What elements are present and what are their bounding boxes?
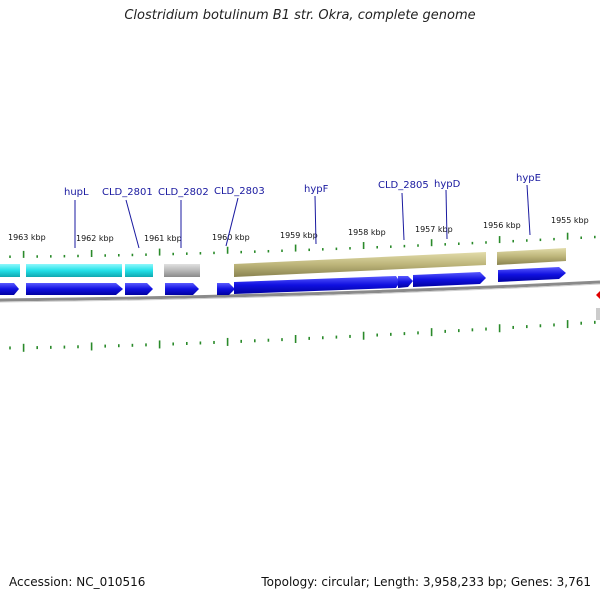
- accession-text: Accession: NC_010516: [9, 575, 146, 589]
- label-line: [401, 192, 405, 241]
- gene-label-hupl: hupL: [64, 187, 89, 198]
- gene-arrow-cld-2803[interactable]: [217, 283, 235, 295]
- label-line: [445, 189, 448, 240]
- kbp-label: 1959 kbp: [280, 231, 318, 240]
- red-marker[interactable]: [596, 288, 600, 302]
- scale-ticks-lower: [9, 320, 596, 352]
- gene-arrow-cld-2805[interactable]: [398, 276, 413, 288]
- gene-labels: hupL CLD_2801 CLD_2802 CLD_2803 hypF CLD…: [64, 173, 541, 198]
- genome-summary-text: Topology: circular; Length: 3,958,233 bp…: [261, 575, 591, 589]
- gene-arrow-hypd[interactable]: [413, 272, 486, 287]
- gene-label-hypf: hypF: [304, 184, 329, 195]
- gene-label-cld-2801: CLD_2801: [102, 187, 153, 198]
- gene-track: [0, 267, 566, 295]
- gray-marker: [596, 308, 600, 320]
- gene-arrow[interactable]: [0, 283, 19, 295]
- gene-arrow-cld-2801[interactable]: [125, 283, 153, 295]
- feature-khaki-hypf[interactable]: [234, 252, 486, 277]
- feature-khaki-hype[interactable]: [497, 248, 566, 265]
- gene-label-cld-2802: CLD_2802: [158, 187, 209, 198]
- kbp-label: 1956 kbp: [483, 221, 521, 230]
- feature-cyan[interactable]: [0, 264, 20, 277]
- feature-cyan-cld-2801[interactable]: [125, 264, 153, 277]
- label-line: [225, 197, 239, 247]
- scale-ticks-upper: [9, 232, 596, 258]
- kbp-labels: 1963 kbp 1962 kbp 1961 kbp 1960 kbp 1959…: [8, 216, 589, 243]
- kbp-label: 1961 kbp: [144, 234, 182, 243]
- label-line: [125, 199, 140, 249]
- gene-label-hype: hypE: [516, 173, 541, 184]
- feature-gray-cld-2802[interactable]: [164, 264, 200, 277]
- kbp-label: 1963 kbp: [8, 233, 46, 242]
- gene-arrow-cld-2802[interactable]: [165, 283, 199, 295]
- kbp-label: 1957 kbp: [415, 225, 453, 234]
- gene-label-cld-2805: CLD_2805: [378, 180, 429, 191]
- gene-label-hypd: hypD: [434, 179, 461, 190]
- kbp-label: 1960 kbp: [212, 233, 250, 242]
- label-line: [526, 184, 531, 236]
- gene-label-lines: [74, 184, 531, 249]
- gene-arrow-hype[interactable]: [498, 267, 566, 282]
- gene-arrow-hypf[interactable]: [234, 276, 400, 294]
- gene-arrow-hupl[interactable]: [26, 283, 123, 295]
- genome-backbone: [0, 280, 600, 302]
- label-line: [314, 195, 317, 245]
- genome-backbone-shadow: [0, 283, 600, 303]
- feature-cyan-hupl[interactable]: [26, 264, 122, 277]
- kbp-label: 1955 kbp: [551, 216, 589, 225]
- gene-label-cld-2803: CLD_2803: [214, 186, 265, 197]
- kbp-label: 1958 kbp: [348, 228, 386, 237]
- feature-track: [0, 248, 566, 277]
- genome-title: Clostridium botulinum B1 str. Okra, comp…: [124, 8, 476, 23]
- kbp-label: 1962 kbp: [76, 234, 114, 243]
